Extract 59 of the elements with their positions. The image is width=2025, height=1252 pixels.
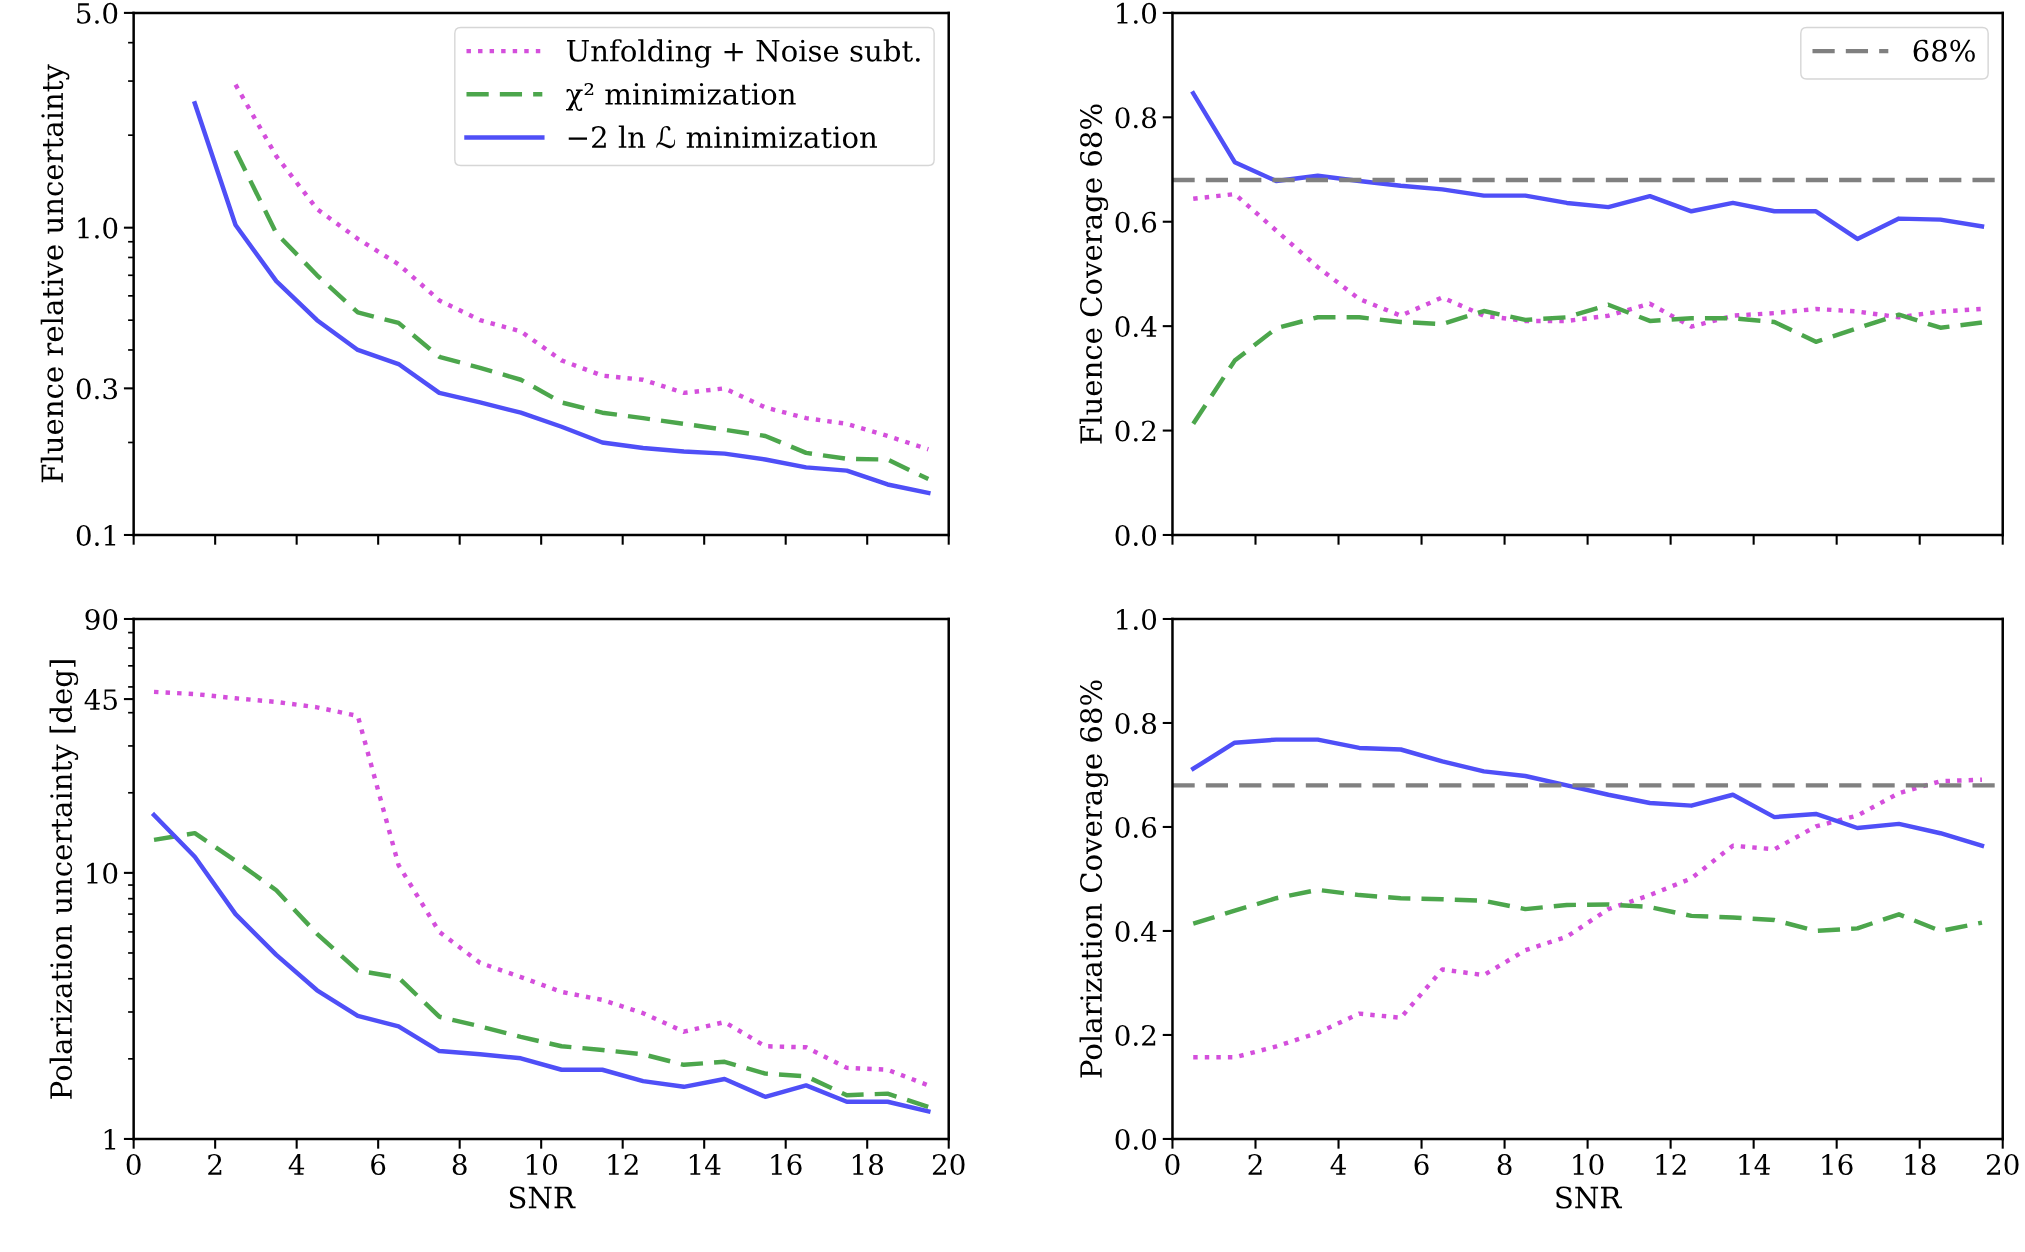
x-tick-label: 6 bbox=[1414, 1154, 1429, 1176]
y-tick-label: 0.1 bbox=[76, 524, 116, 546]
x-tick-label: 8 bbox=[452, 1154, 467, 1176]
line-series bbox=[1191, 887, 1985, 934]
x-tick-label: 4 bbox=[1330, 1154, 1346, 1175]
legend-label: χ² minimization bbox=[566, 82, 796, 112]
legend-label: Unfolding + Noise subt. bbox=[567, 39, 920, 68]
y-tick-label: 1.0 bbox=[1117, 608, 1157, 630]
y-tick-label: 0.8 bbox=[1115, 107, 1157, 129]
x-tick-label: 12 bbox=[608, 1154, 638, 1175]
x-tick-label: 2 bbox=[1248, 1154, 1262, 1175]
x-tick-label: 0 bbox=[1165, 1154, 1180, 1176]
legend-label: 68% bbox=[1913, 39, 1975, 62]
y-tick-label: 5.0 bbox=[77, 2, 118, 24]
y-tick-label: 90 bbox=[85, 608, 118, 630]
y-axis-title: Polarization Coverage 68% bbox=[1079, 680, 1109, 1078]
x-tick-label: 14 bbox=[1739, 1154, 1770, 1175]
legend-label: −2 ln ℒ minimization bbox=[568, 125, 877, 149]
line-series bbox=[1191, 302, 1985, 426]
x-tick-label: 16 bbox=[1822, 1154, 1853, 1176]
y-tick-label: 0.0 bbox=[1115, 1128, 1157, 1150]
y-axis-title: Fluence Coverage 68% bbox=[1079, 104, 1109, 444]
line-series bbox=[1191, 777, 1985, 1060]
y-tick-label: 0.8 bbox=[1115, 712, 1157, 734]
x-tick-label: 18 bbox=[852, 1154, 884, 1176]
line-series bbox=[1191, 91, 1985, 242]
y-tick-label: 0.0 bbox=[1115, 524, 1157, 546]
x-tick-label: 10 bbox=[1573, 1154, 1604, 1176]
y-tick-label: 0.6 bbox=[1115, 816, 1157, 838]
x-tick-label: 14 bbox=[689, 1154, 721, 1175]
y-tick-label: 0.2 bbox=[1115, 1024, 1156, 1046]
x-tick-label: 0 bbox=[126, 1154, 141, 1176]
x-tick-label: 16 bbox=[771, 1154, 802, 1176]
y-tick-label: 10 bbox=[87, 862, 118, 884]
x-tick-label: 20 bbox=[932, 1154, 965, 1176]
x-tick-label: 4 bbox=[288, 1154, 305, 1175]
y-tick-label: 0.4 bbox=[1115, 316, 1157, 338]
x-tick-label: 20 bbox=[1986, 1154, 2019, 1176]
line-series bbox=[233, 82, 931, 452]
x-tick-label: 18 bbox=[1905, 1154, 1936, 1176]
line-series bbox=[1191, 737, 1985, 848]
y-tick-label: 0.6 bbox=[1115, 211, 1157, 233]
y-tick-label: 1.0 bbox=[78, 217, 118, 239]
x-tick-label: 6 bbox=[371, 1154, 386, 1176]
y-tick-label: 1.0 bbox=[1117, 2, 1157, 24]
y-axis-title: Fluence relative uncertainty bbox=[40, 64, 70, 483]
line-series bbox=[233, 148, 931, 482]
x-tick-label: 2 bbox=[208, 1154, 222, 1175]
y-axis-title: Polarization uncertainty [deg] bbox=[49, 660, 79, 1099]
x-axis-title: SNR bbox=[1556, 1186, 1623, 1209]
x-tick-label: 12 bbox=[1656, 1154, 1686, 1175]
y-tick-label: 0.4 bbox=[1115, 920, 1157, 942]
y-tick-label: 0.3 bbox=[76, 378, 118, 400]
x-axis-title: SNR bbox=[509, 1186, 576, 1209]
y-tick-label: 1 bbox=[104, 1128, 116, 1150]
y-tick-label: 45 bbox=[84, 689, 117, 711]
x-tick-label: 10 bbox=[526, 1154, 558, 1176]
y-tick-label: 0.2 bbox=[1115, 420, 1156, 442]
x-tick-label: 8 bbox=[1497, 1154, 1512, 1176]
